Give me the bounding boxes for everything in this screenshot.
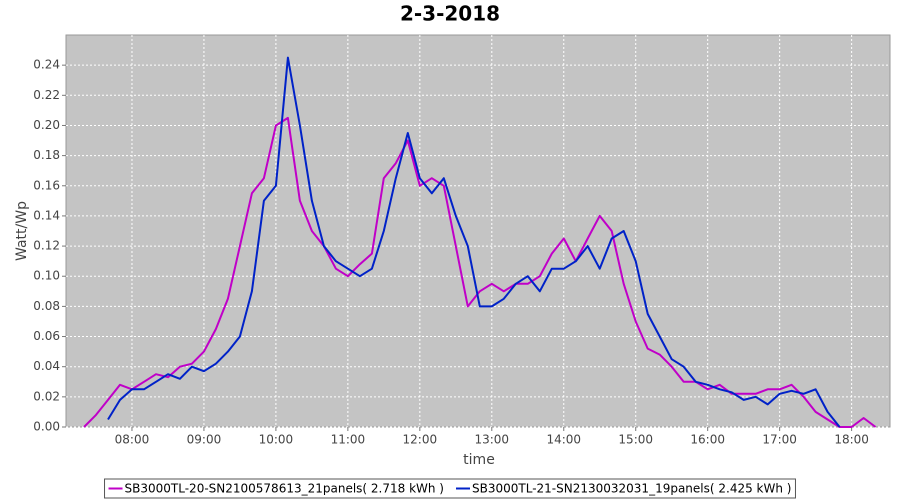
- legend-text: SB3000TL-20-SN2100578613_21panels( 2.718…: [125, 482, 444, 496]
- x-tick-label: 15:00: [618, 433, 653, 447]
- y-tick-label: 0.24: [33, 58, 60, 72]
- x-tick-label: 10:00: [259, 433, 294, 447]
- plot-background: [65, 34, 891, 428]
- y-tick-label: 0.14: [33, 208, 60, 222]
- y-axis-label: Watt/Wp: [14, 201, 30, 261]
- y-tick-label: 0.06: [33, 329, 60, 343]
- x-axis-label: time: [463, 452, 495, 468]
- x-tick-label: 18:00: [834, 433, 869, 447]
- x-tick-label: 13:00: [474, 433, 509, 447]
- legend-box: [104, 478, 796, 499]
- y-tick-label: 0.08: [33, 299, 60, 313]
- x-tick-label: 14:00: [546, 433, 581, 447]
- x-tick-label: 16:00: [690, 433, 725, 447]
- y-tick-label: 0.02: [33, 389, 60, 403]
- y-tick-label: 0.16: [33, 178, 60, 192]
- y-tick-label: 0.00: [33, 420, 60, 434]
- y-tick-label: 0.10: [33, 269, 60, 283]
- y-tick-label: 0.22: [33, 88, 60, 102]
- x-tick-label: 17:00: [762, 433, 797, 447]
- series-line: [107, 56, 841, 428]
- y-tick-label: 0.20: [33, 118, 60, 132]
- x-tick-label: 11:00: [331, 433, 366, 447]
- x-tick-label: 08:00: [115, 433, 150, 447]
- series-line: [83, 116, 877, 428]
- x-tick-label: 12:00: [403, 433, 438, 447]
- y-tick-label: 0.18: [33, 148, 60, 162]
- x-tick-label: 09:00: [187, 433, 222, 447]
- y-tick-label: 0.04: [33, 359, 60, 373]
- legend-text: SB3000TL-21-SN2130032031_19panels( 2.425…: [472, 482, 791, 496]
- chart-title: 2-3-2018: [400, 2, 500, 26]
- y-tick-label: 0.12: [33, 239, 60, 253]
